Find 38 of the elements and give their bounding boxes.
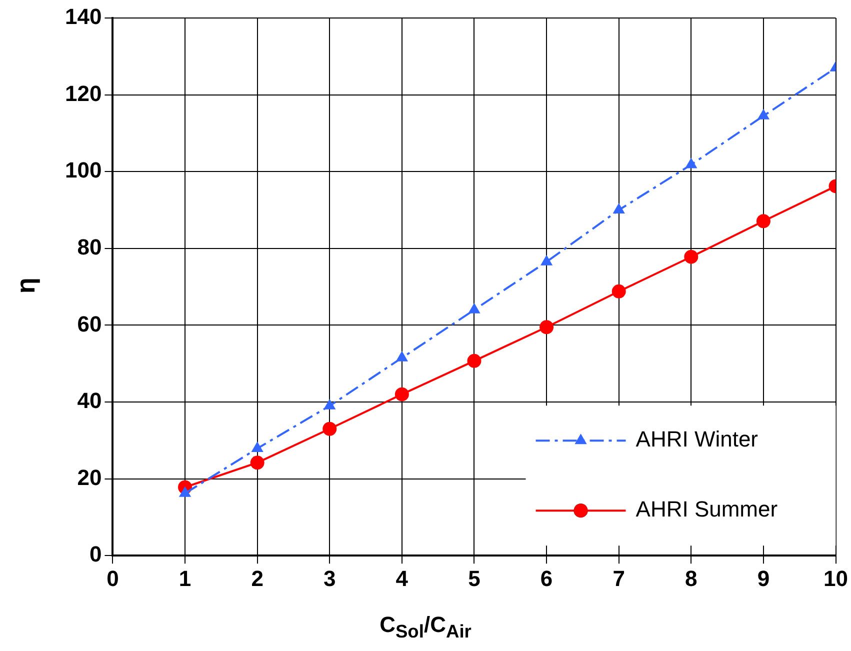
point xyxy=(468,302,480,314)
y-axis-title: η xyxy=(10,278,42,294)
point xyxy=(540,254,553,266)
x-tick-label: 3 xyxy=(324,566,336,591)
y-tick-label: 140 xyxy=(64,4,102,30)
x-tick-label: 1 xyxy=(178,566,192,591)
x-tick-label: 6 xyxy=(540,566,553,591)
x-tick-label: 4 xyxy=(396,566,409,591)
y-tick-label: 40 xyxy=(77,388,102,414)
x-tick-label: 0 xyxy=(106,566,119,591)
x-tick-label: 5 xyxy=(468,566,480,591)
point xyxy=(756,214,770,228)
y-tick-label: 100 xyxy=(64,158,102,183)
point xyxy=(322,422,337,436)
point xyxy=(540,320,554,334)
point xyxy=(684,250,698,264)
y-tick-label: 80 xyxy=(77,234,102,260)
y-tick-label: 20 xyxy=(77,464,102,490)
legend-label: AHRI Winter xyxy=(636,426,758,452)
point xyxy=(396,350,408,362)
legend-label: AHRI Summer xyxy=(636,496,778,522)
x-tick-label: 8 xyxy=(685,566,698,591)
point xyxy=(612,203,625,214)
x-tick-label: 2 xyxy=(251,566,264,591)
point xyxy=(612,284,626,298)
point xyxy=(467,354,482,368)
x-tick-label: 9 xyxy=(757,566,770,591)
y-tick-label: 120 xyxy=(64,80,102,106)
x-tick-label: 7 xyxy=(612,566,625,591)
point xyxy=(394,387,409,402)
x-axis-title: C$_{Sol}$/C$_{Air}$ xyxy=(378,612,472,642)
point xyxy=(250,456,264,470)
point xyxy=(685,158,698,168)
x-tick-label: 10 xyxy=(824,566,848,591)
y-tick-label: 0 xyxy=(89,542,102,567)
point xyxy=(324,398,336,410)
point xyxy=(757,108,770,120)
y-tick-label: 60 xyxy=(77,311,102,336)
